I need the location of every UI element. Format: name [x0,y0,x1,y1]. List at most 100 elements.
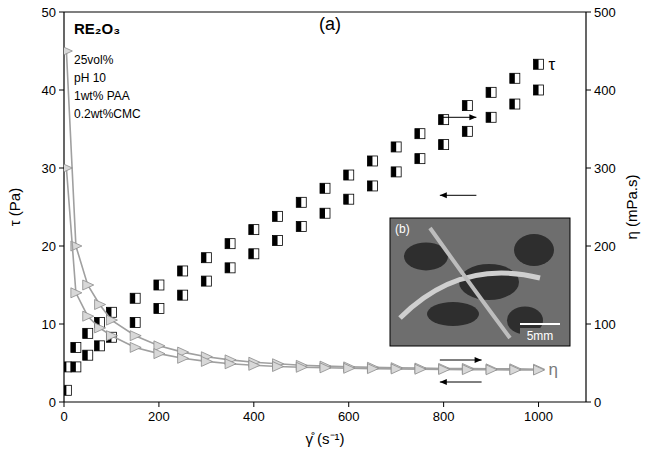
axes: 0200400600800100001020304050010020030040… [6,5,640,447]
marker-triangle [367,364,378,374]
marker [178,266,188,276]
marker-square [415,154,425,164]
annotation: pH 10 [74,71,106,85]
marker-half [439,115,444,125]
marker [534,365,545,375]
y2-tick-label: 0 [594,395,601,410]
inset-pore [427,302,479,326]
marker [71,362,81,372]
marker-half [439,140,444,150]
marker [64,46,72,56]
marker [486,365,497,375]
marker-triangle [249,360,260,370]
marker-square [296,222,306,232]
marker [367,181,377,191]
marker [320,208,330,218]
marker [273,362,284,372]
marker [71,288,82,298]
marker [130,331,141,341]
marker [130,317,140,327]
y-axis-title: τ (Pa) [6,188,23,226]
marker-square [83,328,93,338]
scale-bar [520,323,560,325]
y2-tick-label: 300 [594,161,616,176]
marker-half [296,222,301,232]
marker-half [71,362,76,372]
marker [83,328,93,338]
marker-triangle [64,46,72,56]
x-tick [158,402,159,407]
marker-square [154,303,164,313]
marker-triangle [510,365,521,375]
marker-half [273,211,278,221]
marker [534,85,544,95]
marker-triangle [106,331,117,341]
marker-half [71,342,76,352]
y2-tick-label: 100 [594,317,616,332]
marker [201,356,212,366]
marker-triangle [83,280,94,290]
inset-pore [514,234,554,266]
marker [83,311,94,321]
marker [391,364,402,374]
marker-half [486,112,491,122]
marker [95,341,105,351]
marker-square [320,208,330,218]
marker-half [415,129,420,139]
marker [320,363,331,373]
marker-half [415,154,420,164]
y-tick [59,90,64,91]
marker-triangle [130,342,141,352]
x-tick-label: 800 [433,409,455,424]
y2-tick [586,168,591,169]
marker [510,99,520,109]
marker-triangle [95,323,106,333]
marker [462,126,472,136]
marker-triangle [225,359,236,369]
inset-label-bg [392,220,416,236]
inset-photo [390,218,570,346]
x-tick [538,402,539,407]
marker [510,365,521,375]
marker-square [130,317,140,327]
marker-square [391,167,401,177]
marker-triangle [486,364,497,374]
marker [225,263,235,273]
marker-square [273,236,283,246]
marker-square [201,276,211,286]
marker-half [510,99,515,109]
marker-triangle [154,349,165,359]
x-tick [64,402,65,407]
marker [367,156,377,166]
y-tick-label: 10 [42,317,56,332]
marker-triangle [486,365,497,375]
marker [201,276,211,286]
marker [296,197,306,207]
arrow-head [475,357,482,363]
marker-half [95,341,100,351]
marker-half [83,350,88,360]
marker [225,239,235,249]
marker-square [71,342,81,352]
marker-square [534,59,544,69]
marker-half [154,303,159,313]
marker-square [130,293,140,303]
marker-triangle [83,311,94,321]
marker-square [462,101,472,111]
y2-tick-label: 400 [594,83,616,98]
marker [439,140,449,150]
marker-half [178,266,183,276]
marker [439,115,449,125]
marker [344,363,355,373]
series-label: τ [549,55,556,74]
marker [415,154,425,164]
marker-half [296,197,301,207]
marker-square [95,341,105,351]
marker [486,112,496,122]
marker-square [201,253,211,263]
inset-label: 5mm [527,329,554,343]
marker-triangle [534,364,545,374]
y-tick [59,324,64,325]
marker-half [462,126,467,136]
marker-square [534,85,544,95]
